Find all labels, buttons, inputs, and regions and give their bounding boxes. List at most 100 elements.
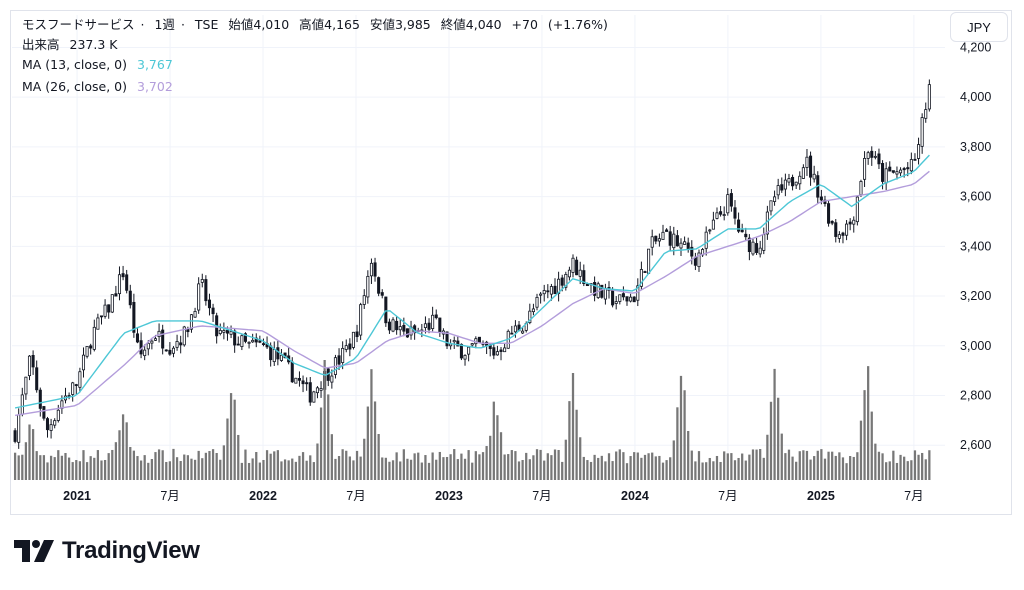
volume-bar	[471, 462, 474, 480]
symbol-name[interactable]: モスフードサービス	[22, 17, 135, 32]
candle-body	[855, 196, 859, 223]
volume-bar	[730, 453, 733, 480]
volume-bar	[294, 461, 297, 480]
volume-bar	[913, 450, 917, 480]
candle-body	[647, 248, 651, 274]
volume-label[interactable]: 出来高	[22, 37, 60, 52]
candle-body	[675, 235, 679, 247]
volume-bar	[463, 458, 467, 480]
volume-legend: 出来高 237.3 K	[22, 37, 123, 53]
candle-body	[330, 375, 334, 383]
candle-body	[740, 229, 744, 233]
volume-bar	[96, 450, 100, 480]
candle-body	[366, 275, 370, 298]
volume-bar	[589, 461, 593, 480]
ma13-label[interactable]: MA (13, close, 0)	[22, 57, 128, 72]
volume-bar	[553, 449, 557, 480]
candle-body	[920, 117, 924, 147]
volume-bar	[723, 451, 726, 480]
x-tick-label: 7月	[904, 489, 923, 503]
volume-bar	[114, 442, 118, 480]
candle-body	[312, 391, 316, 403]
candle-body	[337, 355, 341, 365]
candle-body	[866, 152, 870, 159]
candle-body	[755, 243, 759, 253]
volume-bar	[240, 462, 243, 480]
volume-bar	[222, 445, 225, 480]
volume-bar	[669, 457, 672, 480]
volume-bar	[406, 458, 409, 480]
volume-bar	[885, 462, 888, 480]
volume-bar	[870, 411, 873, 480]
y-tick-label: 2,800	[960, 388, 991, 402]
volume-bar	[856, 452, 859, 480]
high-value: 4,165	[324, 17, 360, 32]
volume-bar	[841, 457, 845, 480]
interval-label[interactable]: 1週	[154, 17, 175, 32]
x-tick-label: 2024	[621, 489, 649, 503]
candle-body	[560, 277, 564, 286]
y-tick-label: 3,800	[960, 140, 991, 154]
tradingview-brand[interactable]: TradingView	[14, 536, 200, 566]
candle-body	[103, 304, 107, 317]
candle-body	[78, 371, 82, 388]
volume-bar	[485, 446, 488, 480]
volume-bar	[460, 453, 463, 480]
candle-body	[240, 335, 244, 347]
volume-bar	[708, 457, 711, 480]
volume-bar	[690, 450, 693, 480]
symbol-legend: モスフードサービス · 1週 · TSE 始値4,010 高値4,165 安値3,9…	[22, 17, 608, 32]
volume-bar	[197, 450, 200, 480]
candle-body	[593, 282, 597, 296]
candle-body	[431, 314, 435, 330]
volume-bar	[255, 452, 258, 480]
tradingview-logo-icon	[14, 540, 54, 562]
volume-bar	[773, 368, 776, 480]
volume-bar	[906, 461, 909, 480]
currency-button[interactable]: JPY	[950, 12, 1008, 42]
volume-bar	[399, 461, 402, 480]
volume-bar	[766, 434, 769, 480]
volume-bar	[571, 373, 575, 480]
volume-bar	[676, 407, 679, 480]
volume-bar	[550, 455, 553, 480]
high-label: 高値	[299, 17, 325, 32]
candle-body	[539, 293, 543, 296]
candle-body	[758, 247, 762, 255]
volume-bar	[341, 449, 344, 480]
candle-body	[881, 163, 885, 182]
volume-bar	[60, 455, 64, 480]
volume-bar	[640, 457, 643, 480]
candle-body	[27, 355, 32, 377]
candle-body	[117, 274, 122, 295]
candle-body	[175, 341, 179, 348]
candle-body	[697, 252, 701, 268]
volume-bar	[42, 455, 46, 480]
candle-body	[812, 173, 816, 180]
candle-body	[121, 273, 125, 278]
volume-bar	[35, 451, 38, 480]
volume-bar	[409, 459, 413, 480]
candle-body	[600, 284, 604, 298]
candle-body	[125, 274, 129, 291]
volume-bar	[111, 449, 114, 480]
volume-bar	[330, 434, 333, 480]
ma26-label[interactable]: MA (26, close, 0)	[22, 79, 128, 94]
volume-bar	[49, 455, 53, 480]
open-label: 始値	[228, 17, 254, 32]
volume-bar	[75, 460, 78, 480]
volume-bar	[683, 390, 686, 480]
candle-body	[805, 156, 809, 168]
volume-bar	[816, 450, 819, 480]
volume-bar	[615, 451, 618, 480]
volume-bar	[852, 456, 855, 480]
volume-bar	[247, 462, 251, 480]
volume-bar	[733, 460, 737, 480]
ma13-value: 3,767	[137, 57, 173, 72]
candle-body	[629, 296, 633, 302]
volume-bar	[64, 453, 67, 480]
candle-body	[477, 336, 481, 343]
volume-bar	[82, 450, 85, 480]
volume-bar	[46, 462, 49, 480]
